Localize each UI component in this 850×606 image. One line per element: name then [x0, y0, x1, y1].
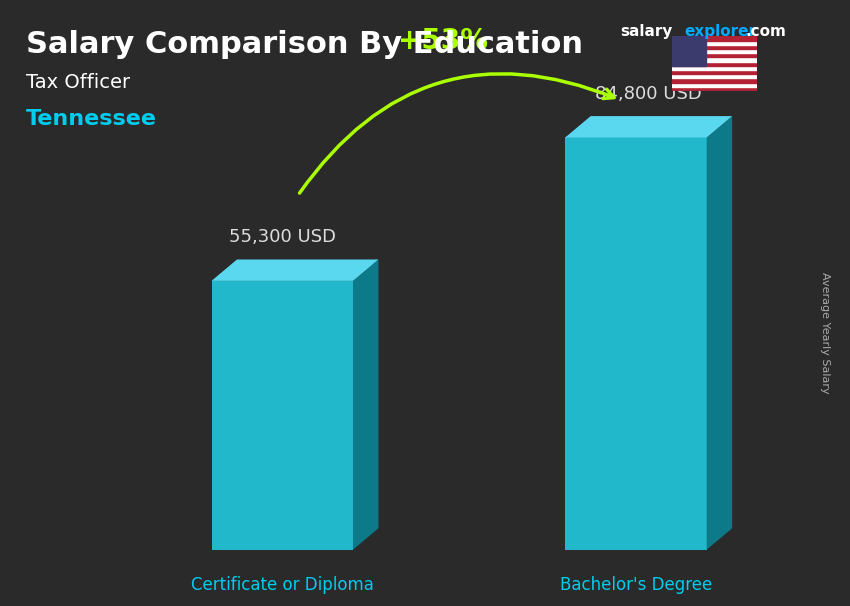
Text: Tennessee: Tennessee: [26, 109, 156, 129]
Bar: [672, 74, 756, 78]
Bar: [672, 62, 756, 65]
Bar: [672, 70, 756, 74]
Text: explorer: explorer: [684, 24, 756, 39]
Bar: [672, 87, 756, 91]
Polygon shape: [565, 138, 706, 550]
Text: Bachelor's Degree: Bachelor's Degree: [560, 576, 712, 594]
Bar: [672, 41, 756, 45]
Bar: [672, 36, 705, 65]
FancyArrowPatch shape: [299, 74, 614, 193]
Text: Salary Comparison By Education: Salary Comparison By Education: [26, 30, 582, 59]
Bar: [672, 82, 756, 87]
Text: +53%: +53%: [399, 27, 489, 55]
Text: 84,800 USD: 84,800 USD: [595, 85, 702, 103]
Text: salary: salary: [620, 24, 673, 39]
Text: .com: .com: [745, 24, 786, 39]
Polygon shape: [212, 259, 378, 281]
Text: Average Yearly Salary: Average Yearly Salary: [819, 273, 830, 394]
Bar: [672, 49, 756, 53]
Bar: [672, 36, 756, 41]
Bar: [672, 65, 756, 70]
Polygon shape: [353, 259, 378, 550]
Text: Certificate or Diploma: Certificate or Diploma: [190, 576, 374, 594]
Text: Tax Officer: Tax Officer: [26, 73, 129, 92]
Text: 55,300 USD: 55,300 USD: [229, 228, 336, 246]
Polygon shape: [212, 281, 353, 550]
Bar: [672, 53, 756, 58]
Polygon shape: [565, 116, 732, 138]
Bar: [672, 45, 756, 49]
Bar: [672, 78, 756, 82]
Bar: [672, 58, 756, 62]
Polygon shape: [706, 116, 732, 550]
